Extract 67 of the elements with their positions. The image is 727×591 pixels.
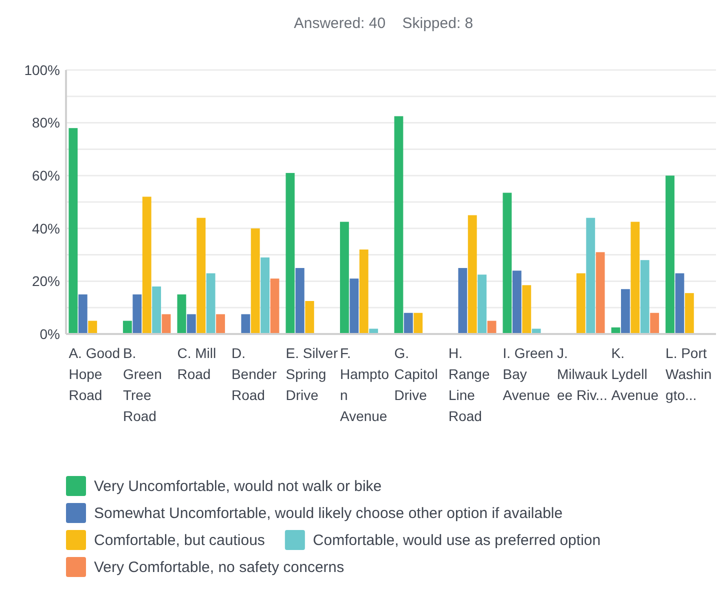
bar	[250, 228, 260, 334]
legend-label: Very Comfortable, no safety concerns	[94, 559, 344, 576]
bar	[295, 268, 304, 334]
bar	[186, 314, 196, 334]
x-tick-label: J. Milwaukee Riv...	[557, 345, 609, 403]
bar	[359, 250, 368, 334]
bar	[78, 294, 88, 334]
bar	[270, 278, 280, 334]
bar	[458, 268, 468, 334]
y-tick-label: 100%	[24, 62, 60, 78]
bar	[241, 314, 250, 334]
bar	[586, 218, 596, 334]
bar	[512, 270, 522, 334]
bar	[340, 222, 349, 334]
x-tick-label: F. Hampton Avenue	[340, 345, 390, 424]
y-tick-label: 60%	[32, 168, 60, 184]
bar	[675, 273, 684, 334]
bar	[350, 278, 359, 334]
bar	[650, 312, 660, 334]
bar	[305, 301, 314, 334]
y-tick-label: 20%	[32, 273, 60, 290]
bar	[502, 192, 512, 334]
legend-label: Somewhat Uncomfortable, would likely choose other option if available	[94, 505, 563, 522]
bar	[468, 215, 477, 334]
legend-label: Very Uncomfortable, would not walk or bike	[94, 478, 382, 495]
bar	[404, 312, 413, 334]
x-tick-label: C. Mill Road	[177, 345, 216, 382]
x-tick-label: D. Bender Road	[231, 345, 277, 403]
bar	[122, 320, 132, 334]
x-tick-label: H. Range Line Road	[448, 345, 490, 424]
bar	[620, 289, 630, 334]
bar	[666, 176, 674, 334]
bar	[487, 320, 496, 334]
bar	[522, 285, 532, 334]
bar	[152, 286, 162, 334]
bar	[206, 273, 216, 334]
x-tick-label: B. Green Tree Road	[122, 345, 162, 424]
legend-label: Comfortable, but cautious	[94, 532, 265, 549]
bar	[196, 218, 206, 334]
bar	[596, 252, 605, 334]
bar	[394, 116, 404, 334]
x-tick-label: A. Good Hope Road	[68, 345, 120, 403]
bar	[216, 314, 225, 334]
bar	[630, 222, 640, 334]
bar	[68, 128, 78, 334]
y-tick-label: 0%	[40, 326, 60, 342]
bar	[478, 274, 487, 334]
x-tick-label: G. Capitol Drive	[394, 345, 438, 403]
x-tick-label: L. Port Washingto...	[666, 345, 712, 403]
bar	[142, 196, 152, 334]
bar	[177, 294, 186, 334]
bar	[640, 260, 650, 334]
chart-title: Answered: 40 Skipped: 8	[294, 15, 474, 32]
x-tick-label: E. Silver Spring Drive	[286, 345, 338, 403]
bar	[88, 320, 98, 334]
bar	[162, 314, 171, 334]
bar	[132, 294, 142, 334]
x-tick-label: I. Green Bay Avenue	[502, 345, 554, 403]
y-tick-label: 40%	[32, 220, 60, 236]
bar	[576, 273, 586, 334]
y-tick-label: 80%	[32, 114, 60, 131]
legend-label: Comfortable, would use as preferred option	[312, 532, 601, 549]
x-tick-label: K. Lydell Avenue	[611, 345, 659, 403]
bar	[260, 257, 270, 334]
bar	[414, 312, 423, 334]
bar	[684, 293, 694, 334]
bar	[286, 172, 295, 334]
